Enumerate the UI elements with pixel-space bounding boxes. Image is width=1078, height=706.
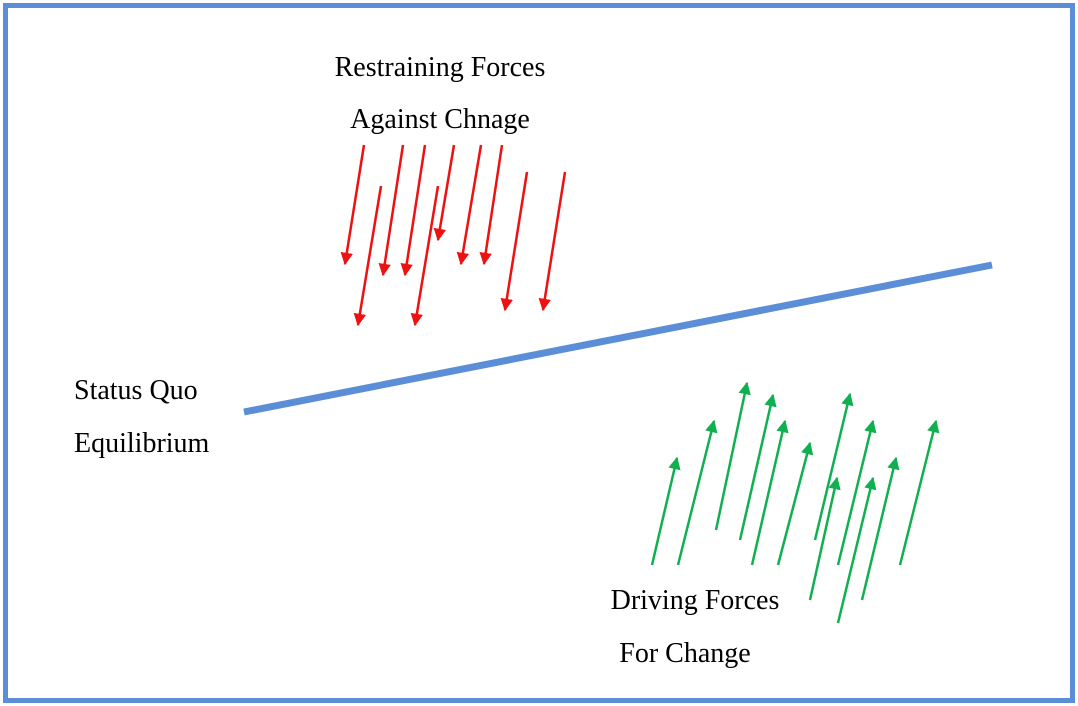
against-change-label: Against Chnage bbox=[350, 104, 530, 134]
driving-force-arrow bbox=[650, 456, 681, 566]
driving-forces-group bbox=[650, 381, 940, 624]
equilibrium-line bbox=[243, 261, 993, 416]
restraining-force-arrow bbox=[410, 185, 440, 327]
driving-force-arrow bbox=[738, 393, 777, 541]
restraining-forces-group bbox=[340, 144, 567, 327]
driving-force-arrow bbox=[750, 419, 789, 566]
restraining-forces-label: Restraining Forces bbox=[334, 52, 546, 83]
driving-force-arrow bbox=[714, 381, 751, 531]
driving-force-arrow bbox=[860, 456, 900, 601]
restraining-force-arrow bbox=[433, 144, 456, 242]
driving-force-arrow bbox=[836, 476, 877, 624]
driving-force-arrow bbox=[836, 419, 877, 566]
equilibrium-label: Equilibrium bbox=[74, 428, 210, 458]
for-change-label: For Change bbox=[619, 638, 751, 668]
restraining-force-arrow bbox=[340, 144, 366, 266]
restraining-force-arrow bbox=[479, 144, 504, 266]
restraining-force-arrow bbox=[400, 144, 427, 277]
driving-forces-label: Driving Forces bbox=[610, 585, 780, 616]
driving-force-arrow bbox=[813, 392, 854, 541]
restraining-force-arrow bbox=[538, 171, 567, 312]
driving-force-arrow bbox=[676, 419, 718, 566]
driving-force-arrow bbox=[776, 441, 814, 566]
restraining-force-arrow bbox=[378, 144, 405, 277]
restraining-force-arrow bbox=[456, 144, 483, 266]
driving-force-arrow bbox=[898, 419, 940, 566]
restraining-force-arrow bbox=[353, 185, 383, 327]
driving-force-arrow bbox=[808, 476, 841, 601]
status-quo-label: Status Quo bbox=[74, 375, 198, 406]
restraining-force-arrow bbox=[500, 171, 529, 312]
